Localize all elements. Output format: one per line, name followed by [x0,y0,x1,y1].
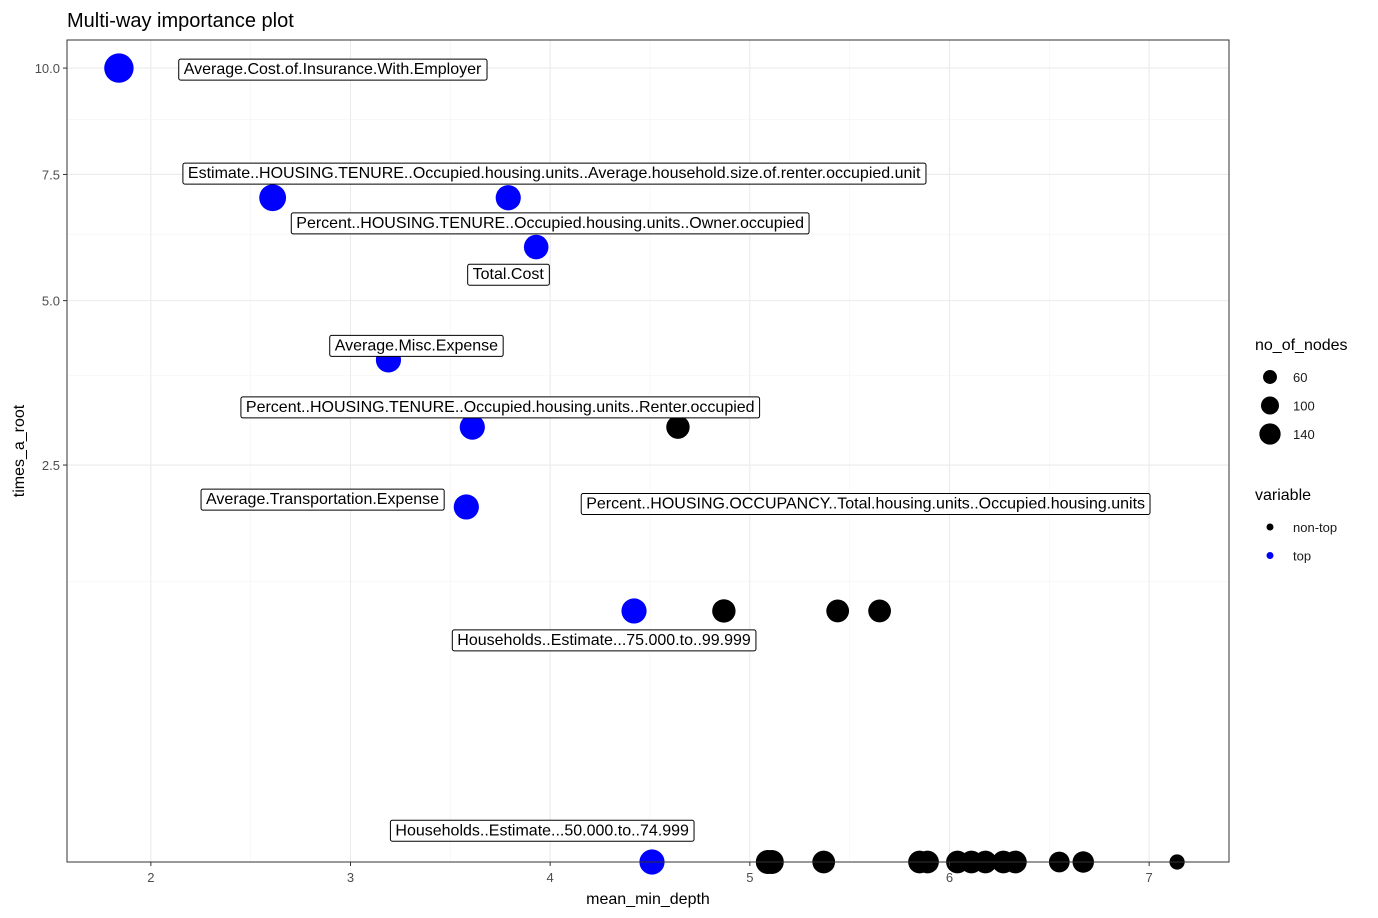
point-label: Average.Misc.Expense [329,334,504,357]
point-label-text: Estimate..HOUSING.TENURE..Occupied.housi… [188,165,921,182]
plot-panel-border [66,39,1230,863]
legend-size-label: 100 [1293,399,1315,414]
data-point [621,598,647,624]
point-label: Average.Transportation.Expense [200,488,445,511]
legend-color-key [1266,552,1274,559]
x-tick-label: 3 [347,870,354,885]
data-point [453,494,479,520]
point-label: Households..Estimate...50.000.to..74.999 [389,819,695,842]
point-label-text: Percent..HOUSING.TENURE..Occupied.housin… [246,399,755,416]
point-label-box [580,493,1151,516]
y-axis-title: times_a_root [11,404,28,497]
legend-color-label: non-top [1293,520,1337,535]
point-label-text: Percent..HOUSING.OCCUPANCY..Total.housin… [586,496,1145,513]
data-point [259,184,287,212]
point-label-box [451,629,757,652]
legend-color-label: top [1293,549,1311,564]
data-point [712,599,736,623]
point-label: Percent..HOUSING.TENURE..Occupied.housin… [290,212,810,235]
x-tick-label: 7 [1146,870,1153,885]
data-point [666,415,690,439]
legend-size-label: 140 [1293,427,1315,442]
x-axis-title: mean_min_depth [586,891,710,908]
x-tick-label: 5 [746,870,753,885]
point-labels: Average.Cost.of.Insurance.With.Employer E… [178,58,1151,842]
point-label-box [467,263,550,286]
point-label: Total.Cost [467,263,550,286]
point-label-text: Average.Cost.of.Insurance.With.Employer [184,61,482,78]
point-label-text: Average.Transportation.Expense [206,491,439,508]
legend-color-title: variable [1255,487,1311,504]
point-label-box [200,488,445,511]
point-label-text: Average.Misc.Expense [335,337,498,354]
y-tick-label: 7.5 [42,167,60,182]
legend-size-key [1263,370,1277,384]
data-point [523,234,549,260]
point-label: Percent..HOUSING.OCCUPANCY..Total.housin… [580,493,1151,516]
data-point [826,599,850,623]
y-tick-label: 2.5 [42,458,60,473]
point-label: Estimate..HOUSING.TENURE..Occupied.housi… [182,162,927,185]
x-tick-label: 4 [547,870,554,885]
data-point [868,599,891,623]
point-label-text: Total.Cost [473,266,545,283]
legend-size-key [1261,396,1279,415]
axes: 2 3 4 5 6 7 2.5 5.0 7.5 10.0 [35,61,1153,885]
data-point [104,53,134,83]
point-label: Average.Cost.of.Insurance.With.Employer [178,58,488,81]
point-label-text: Households..Estimate...75.000.to..99.999 [457,632,751,649]
y-tick-label: 5.0 [42,294,60,309]
legend-size-label: 60 [1293,370,1307,385]
legend: no_of_nodes 60 100 140 variable non-top top [1255,337,1348,564]
point-label-box [389,819,695,842]
point-label-box [182,162,927,185]
point-label-box [290,212,810,235]
point-label-box [240,396,761,419]
y-tick-label: 10.0 [35,61,60,76]
point-label: Percent..HOUSING.TENURE..Occupied.housin… [240,396,761,419]
data-point [495,185,521,211]
data-point [459,414,485,440]
point-label-text: Households..Estimate...50.000.to..74.999 [395,822,689,839]
point-label: Households..Estimate...75.000.to..99.999 [451,629,757,652]
chart-title: Multi-way importance plot [67,10,294,32]
point-label-text: Percent..HOUSING.TENURE..Occupied.housin… [296,215,804,232]
legend-color-key [1266,523,1274,531]
data-points [104,53,1185,875]
point-label-box [178,58,488,81]
x-tick-label: 2 [147,870,154,885]
legend-size-title: no_of_nodes [1255,337,1348,354]
point-label-box [329,334,504,357]
legend-size-key [1259,423,1281,445]
x-tick-label: 6 [946,870,953,885]
